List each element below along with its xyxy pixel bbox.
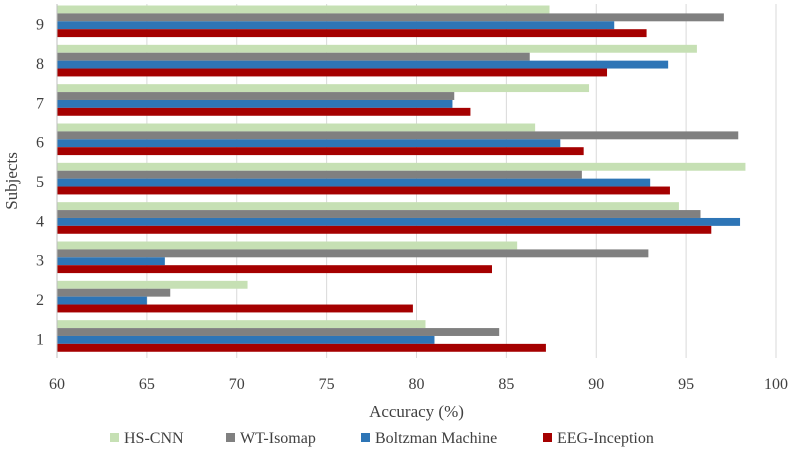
bar-hs-cnn-subject-5 — [57, 162, 746, 171]
y-tick-9: 9 — [36, 17, 44, 34]
y-tick-2: 2 — [36, 292, 44, 309]
legend-swatch-eeg-inception — [543, 433, 552, 442]
bar-hs-cnn-subject-6 — [57, 123, 536, 132]
bar-wt-isomap-subject-5 — [57, 170, 582, 179]
bar-boltzman-machine-subject-9 — [57, 21, 615, 30]
bar-eeg-inception-subject-3 — [57, 265, 492, 274]
y-tick-8: 8 — [36, 56, 44, 73]
y-tick-4: 4 — [36, 213, 44, 230]
bar-hs-cnn-subject-7 — [57, 84, 590, 93]
y-tick-7: 7 — [36, 95, 44, 112]
legend-swatch-hs-cnn — [110, 433, 119, 442]
bar-boltzman-machine-subject-3 — [57, 257, 165, 266]
x-tick-70: 70 — [229, 376, 245, 393]
bar-wt-isomap-subject-8 — [57, 52, 530, 61]
bar-wt-isomap-subject-2 — [57, 288, 171, 297]
y-tick-1: 1 — [36, 331, 44, 348]
bar-boltzman-machine-subject-1 — [57, 335, 435, 344]
bar-wt-isomap-subject-4 — [57, 210, 701, 218]
x-tick-labels: 60 65 70 75 80 85 90 95 100 — [49, 376, 788, 393]
bar-wt-isomap-subject-3 — [57, 249, 649, 258]
x-tick-60: 60 — [49, 376, 65, 393]
bar-boltzman-machine-subject-4 — [57, 217, 741, 226]
y-axis-title: Subjects — [2, 152, 21, 210]
legend-swatch-wt-isomap — [226, 433, 235, 442]
bar-wt-isomap-subject-7 — [57, 92, 455, 100]
bar-eeg-inception-subject-2 — [57, 304, 413, 313]
bar-eeg-inception-subject-1 — [57, 343, 546, 352]
bar-boltzman-machine-subject-7 — [57, 99, 453, 108]
x-tick-75: 75 — [319, 376, 335, 393]
bar-eeg-inception-subject-4 — [57, 225, 712, 234]
bars — [57, 5, 746, 352]
y-tick-labels: 1 2 3 4 5 6 7 8 9 — [36, 17, 44, 349]
bar-hs-cnn-subject-3 — [57, 241, 518, 250]
bar-boltzman-machine-subject-8 — [57, 60, 669, 69]
y-tick-3: 3 — [36, 253, 44, 270]
bar-wt-isomap-subject-6 — [57, 131, 739, 140]
legend-swatch-boltzman-machine — [361, 433, 370, 442]
y-tick-6: 6 — [36, 135, 44, 152]
legend-label-hs-cnn: HS-CNN — [124, 430, 184, 447]
bar-eeg-inception-subject-9 — [57, 29, 647, 38]
legend: HS-CNN WT-Isomap Boltzman Machine EEG-Incep… — [110, 430, 654, 447]
legend-label-wt-isomap: WT-Isomap — [240, 430, 316, 447]
bar-boltzman-machine-subject-2 — [57, 296, 147, 305]
x-tick-65: 65 — [139, 376, 155, 393]
x-axis-title: Accuracy (%) — [369, 402, 464, 421]
x-tick-80: 80 — [409, 376, 425, 393]
bar-hs-cnn-subject-2 — [57, 280, 248, 289]
bar-wt-isomap-subject-9 — [57, 13, 724, 22]
bar-hs-cnn-subject-8 — [57, 44, 697, 53]
bar-eeg-inception-subject-8 — [57, 68, 608, 77]
bar-wt-isomap-subject-1 — [57, 328, 500, 336]
legend-label-boltzman-machine: Boltzman Machine — [375, 430, 497, 447]
x-tick-95: 95 — [678, 376, 694, 393]
bar-eeg-inception-subject-5 — [57, 186, 670, 195]
bar-hs-cnn-subject-1 — [57, 320, 426, 329]
x-tick-85: 85 — [498, 376, 514, 393]
y-tick-5: 5 — [36, 174, 44, 191]
legend-label-eeg-inception: EEG-Inception — [557, 430, 654, 447]
bar-eeg-inception-subject-6 — [57, 147, 584, 156]
x-tick-90: 90 — [588, 376, 604, 393]
bar-hs-cnn-subject-9 — [57, 5, 550, 14]
x-tick-100: 100 — [764, 376, 788, 393]
bar-hs-cnn-subject-4 — [57, 202, 679, 211]
bar-boltzman-machine-subject-6 — [57, 139, 561, 148]
bar-eeg-inception-subject-7 — [57, 107, 471, 116]
bar-boltzman-machine-subject-5 — [57, 178, 651, 187]
